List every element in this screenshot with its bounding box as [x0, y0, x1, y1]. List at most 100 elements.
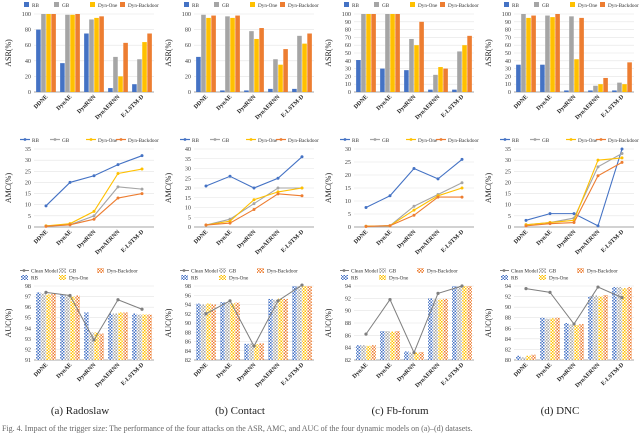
y-tick-label: 10	[185, 205, 191, 212]
bar-rb	[588, 296, 593, 360]
x-tick-label: DDNE	[33, 229, 49, 245]
y-tick-label: 86	[185, 339, 191, 346]
x-tick-label: E-LSTM-D	[280, 362, 305, 387]
bar-dyn-one	[94, 17, 99, 92]
y-tick-label: 95	[25, 315, 31, 322]
bar-dyn-one	[230, 17, 235, 92]
point-dyn-backdoor	[412, 213, 416, 217]
legend-label: RB	[352, 3, 359, 9]
legend-label: Dyn-One	[98, 138, 118, 144]
legend-swatch	[577, 268, 584, 273]
legend-label: Dyn-Backdoor	[448, 138, 479, 144]
legend-label: GB	[382, 138, 390, 144]
y-tick-label: 92	[505, 294, 511, 301]
bar-gb	[249, 31, 254, 92]
y-axis-label: AMC(%)	[324, 173, 333, 204]
y-tick-label: 50	[505, 50, 511, 57]
y-tick-label: 5	[188, 214, 191, 221]
bar-gb	[41, 293, 46, 360]
point-dyn-backdoor	[460, 195, 464, 199]
y-tick-label: 20	[25, 179, 31, 186]
legend-swatch	[250, 2, 255, 7]
legend-label: Dyn-One	[258, 3, 278, 9]
y-tick-label: 82	[505, 346, 511, 353]
point-dyn-backdoor	[572, 221, 576, 225]
point-rb	[116, 163, 120, 167]
legend-label: GB	[382, 3, 390, 9]
point-gb	[596, 165, 600, 169]
bar-rb	[564, 323, 569, 360]
point-dyn-one	[620, 156, 624, 160]
y-tick-label: 96	[25, 304, 31, 311]
y-tick-label: 90	[185, 320, 191, 327]
point-gb	[140, 187, 144, 191]
point-clean-model	[524, 287, 528, 291]
x-tick-label: E-LSTM-D	[600, 362, 625, 387]
point-rb	[68, 180, 72, 184]
point-dyn-backdoor	[548, 222, 552, 226]
x-tick-label: DynAE	[216, 362, 234, 380]
x-tick-label: DynAERNN	[255, 229, 282, 256]
bar-dyn-one	[254, 344, 259, 360]
point-gb	[460, 181, 464, 185]
y-tick-label: 60	[505, 42, 511, 49]
bar-rb	[380, 331, 385, 360]
bar-gb	[201, 304, 206, 360]
bar-dyn-one	[118, 312, 123, 360]
bar-rb	[60, 294, 65, 360]
y-tick-label: 15	[345, 185, 351, 192]
legend-label: Clean Model	[511, 269, 538, 275]
legend-label: Clean Model	[191, 269, 218, 275]
bar-gb	[225, 16, 230, 93]
y-tick-label: 0	[28, 224, 31, 231]
bar-rb	[356, 60, 361, 92]
legend-label: GB	[62, 3, 70, 9]
x-tick-label: DDNE	[33, 362, 49, 378]
bar-dyn-one	[526, 17, 531, 92]
legend-swatch	[219, 268, 226, 273]
bar-dyn-backdoor	[283, 298, 288, 360]
legend-label: RB	[351, 276, 358, 282]
bar-rb	[268, 298, 273, 360]
legend-label: Dyn-One	[578, 3, 598, 9]
y-tick-label: 20	[345, 73, 351, 80]
chart-amc-radoslaw: 0 5 10 15 20 25 30 35 AMC(%) DDNE DynAE DynRNNDynAE…	[4, 138, 159, 256]
bar-rb	[196, 303, 201, 360]
legend-label: GB	[229, 269, 237, 275]
bar-rb	[84, 312, 89, 360]
legend-label: RB	[192, 138, 199, 144]
bar-gb	[65, 295, 70, 360]
y-axis-label: ASR(%)	[164, 39, 173, 67]
bar-gb	[297, 286, 302, 360]
point-dyn-backdoor	[364, 224, 368, 228]
y-tick-label: 86	[345, 332, 351, 339]
y-tick-label: 25	[185, 175, 191, 182]
bar-dyn-one	[206, 303, 211, 360]
bar-gb	[89, 19, 94, 92]
x-tick-label: DynAE	[56, 229, 74, 247]
legend-label: RB	[192, 3, 199, 9]
point-dyn-backdoor	[388, 224, 392, 228]
point-clean-model	[276, 299, 280, 303]
x-tick-label: DynRNN	[556, 362, 577, 383]
bar-dyn-backdoor	[627, 287, 632, 360]
y-tick-label: 90	[505, 19, 511, 26]
legend-marker	[22, 269, 26, 272]
bar-dyn-backdoor	[99, 333, 104, 360]
bar-gb	[521, 357, 526, 360]
bar-gb	[273, 59, 278, 92]
bar-dyn-one	[462, 286, 467, 360]
bar-gb	[433, 74, 438, 92]
point-dyn-one	[300, 186, 304, 190]
legend-marker	[599, 138, 603, 141]
x-tick-label: DynAERNN	[415, 94, 442, 121]
bar-rb	[36, 292, 41, 360]
y-tick-label: 84	[345, 345, 351, 352]
point-clean-model	[92, 338, 96, 342]
point-dyn-one	[596, 158, 600, 162]
bar-dyn-backdoor	[75, 14, 80, 92]
legend-marker	[89, 138, 93, 141]
bar-rb	[36, 29, 41, 93]
